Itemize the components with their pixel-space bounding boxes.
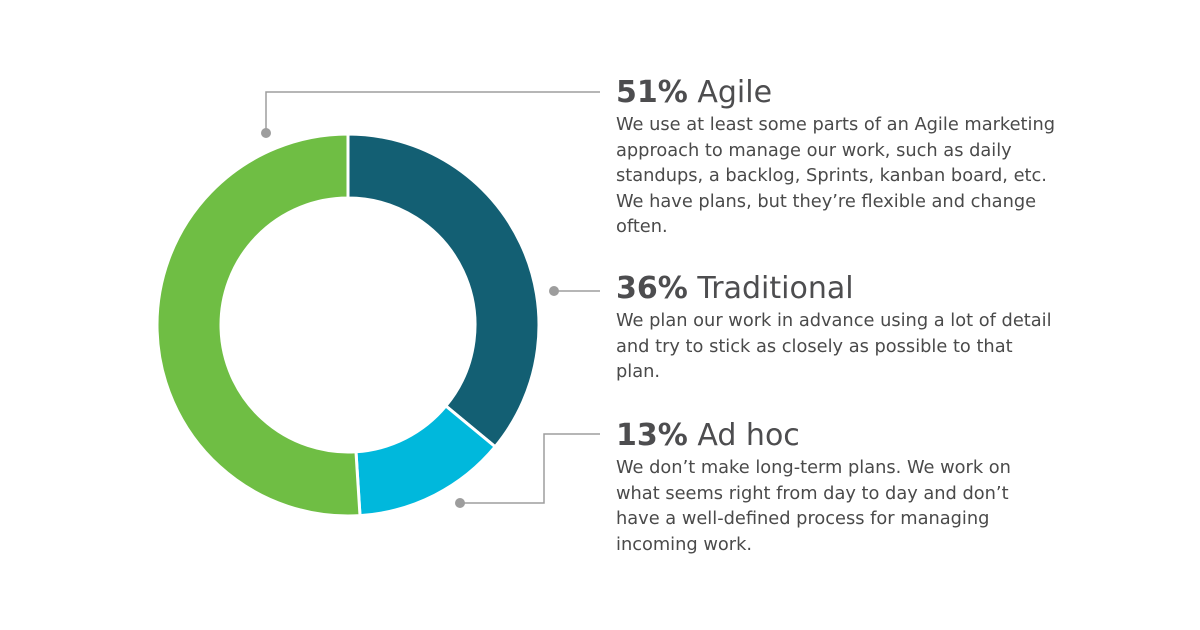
adhoc-series-name: Ad hoc [697, 418, 800, 453]
legend-entry-agile: 51% Agile We use at least some parts of … [616, 76, 1056, 240]
leader-line-agile [265, 91, 600, 133]
agile-description: We use at least some parts of an Agile m… [616, 114, 1056, 237]
legend-entry-adhoc: 13% Ad hoc We don’t make long-term plans… [616, 419, 1056, 557]
leader-dot-traditional [549, 286, 559, 296]
leader-lines [261, 91, 600, 508]
traditional-percent-label: 36% [616, 271, 688, 306]
slice-agile [155, 132, 362, 518]
adhoc-title: 13% Ad hoc [616, 419, 1056, 453]
traditional-description: We plan our work in advance using a lot … [616, 310, 1052, 382]
legend-entry-traditional: 36% Traditional We plan our work in adva… [616, 272, 1056, 385]
donut-slices [155, 132, 541, 518]
leader-line-adhoc [460, 433, 600, 504]
agile-series-name: Agile [697, 75, 773, 110]
agile-title: 51% Agile [616, 76, 1056, 110]
leader-dot-agile [261, 128, 271, 138]
traditional-title: 36% Traditional [616, 272, 1056, 306]
adhoc-description: We don’t make long-term plans. We work o… [616, 457, 1011, 555]
traditional-series-name: Traditional [697, 271, 854, 306]
agile-percent-label: 51% [616, 75, 688, 110]
adhoc-percent-label: 13% [616, 418, 688, 453]
leader-dot-adhoc [455, 498, 465, 508]
slice-traditional [346, 132, 541, 449]
